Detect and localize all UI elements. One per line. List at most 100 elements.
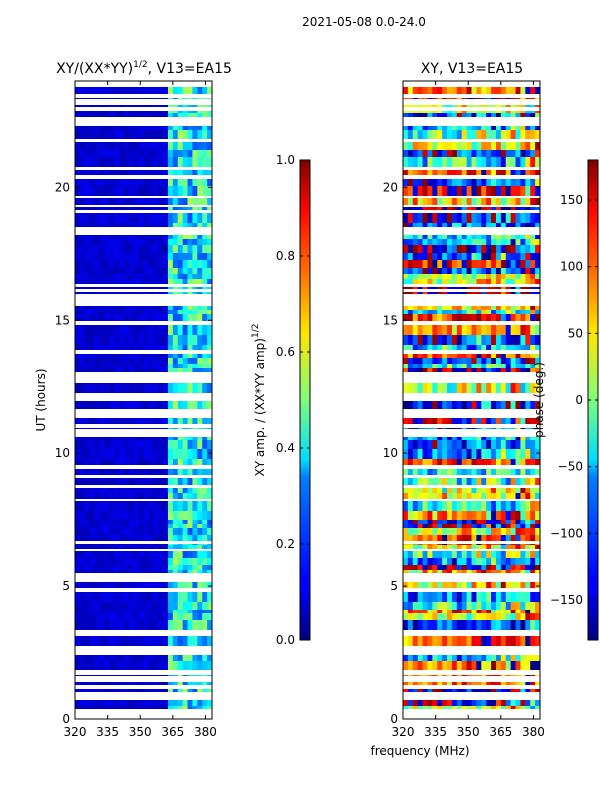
heat-cell [123,179,130,186]
heat-cell [202,636,208,646]
heat-cell [461,383,468,393]
heat-cell [182,558,188,565]
heat-cell [202,488,208,493]
heat-cell [172,620,179,630]
heat-cell [476,260,482,268]
heat-cell [520,655,526,661]
heat-cell [138,706,144,709]
heat-cell [495,186,502,196]
heat-cell [510,124,516,130]
heat-cell [172,253,179,260]
heat-cell [94,213,100,223]
heat-cell [138,488,144,493]
heat-cell [412,520,419,524]
heat-cell [182,87,188,94]
heat-cell [99,245,105,253]
heat-cell [417,383,423,393]
data-gap [75,695,212,697]
heat-cell [407,198,414,205]
heat-cell [447,235,453,239]
heat-cell [207,124,212,130]
heat-cell [75,364,81,368]
heat-cell [109,459,115,465]
heat-cell [510,310,516,314]
heat-cell [75,469,81,475]
heat-cell [461,535,468,545]
heat-cell [407,87,414,94]
heat-cell [461,582,468,588]
heat-cell [207,325,212,335]
heat-cell [128,661,135,670]
heat-cell [197,478,203,485]
heat-cell [491,207,497,210]
heat-cell [163,235,169,239]
heat-cell [466,253,472,260]
heat-cell [158,113,164,117]
heat-cell [133,142,140,150]
heat-cell [207,478,212,485]
heat-cell [515,469,521,475]
heat-cell [505,535,512,545]
heat-cell [192,582,198,588]
heat-cell [192,335,198,345]
heat-cell [197,142,203,150]
heat-cell [207,528,212,535]
heat-cell [94,179,100,186]
heat-cell [79,130,86,139]
heat-cell [84,207,91,210]
heat-cell [403,610,409,613]
heat-cell [197,157,203,167]
data-gap [75,573,212,576]
heat-cell [119,602,125,610]
heat-cell [114,345,120,350]
heat-cell [99,401,105,409]
heat-cell [515,700,521,706]
heat-cell [182,207,188,210]
heat-cell [114,535,120,545]
heat-cell [500,488,507,493]
heat-cell [466,150,472,157]
heat-cell [167,260,174,268]
heat-cell [84,253,91,260]
heat-cell [172,528,179,535]
heat-cell [94,150,100,157]
heat-cell [520,358,526,364]
heat-cell [510,207,516,210]
heat-cell [197,459,203,465]
heat-cell [437,170,443,175]
heat-cell [515,358,521,364]
heat-cell [491,279,497,284]
heat-cell [525,364,531,368]
heat-cell [495,245,502,253]
heat-cell [128,253,135,260]
heat-cell [466,213,472,223]
heat-cell [158,186,164,196]
colorbar2-label: phase (deg.) [532,362,546,438]
heat-cell [456,592,463,602]
heat-cell [133,620,140,630]
heat-cell [500,130,507,139]
heat-cell [84,113,91,117]
data-gap [403,475,540,478]
heat-cell [437,636,443,646]
heat-cell [123,401,130,409]
heat-cell [466,488,472,493]
heat-cell [197,511,203,520]
heat-cell [94,570,100,573]
heat-cell [123,700,130,706]
heat-cell [500,551,507,558]
heat-cell [123,535,130,545]
heat-cell [187,401,193,409]
heat-cell [172,551,179,558]
heat-cell [197,170,203,175]
heat-cell [197,245,203,253]
heat-cell [99,545,105,549]
heat-cell [167,488,174,493]
heat-cell [94,130,100,139]
heat-cell [128,314,135,321]
heat-cell [525,113,531,117]
heat-cell [427,223,433,227]
heat-cell [158,582,164,588]
heat-cell [187,478,193,485]
